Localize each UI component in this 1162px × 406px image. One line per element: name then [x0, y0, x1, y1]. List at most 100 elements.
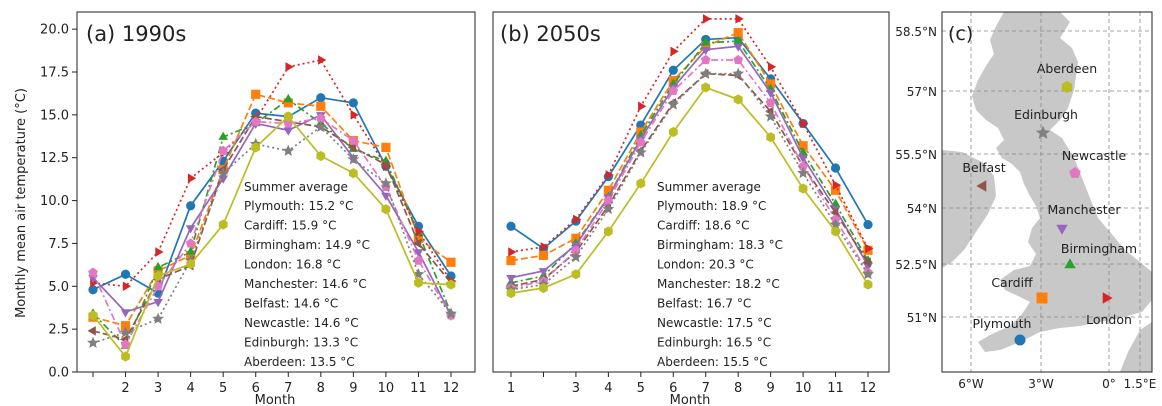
panel-a-point-manchester	[413, 249, 424, 258]
panel-b-point-aberdeen	[701, 82, 711, 93]
panel-a-point-aberdeen	[121, 351, 130, 362]
panel-b-x-tick-label: 10	[795, 381, 812, 396]
panel-a-point-aberdeen	[251, 142, 261, 153]
map-frame	[941, 11, 1153, 373]
panel-b: (b) 2050s 1 3 4 5 6 7 8 9 10 11 12 Summer average …	[492, 11, 890, 406]
map-cities: Aberdeen Edinburgh Belfast Newcastle Manches…	[962, 61, 1137, 346]
panel-b-point-plymouth	[830, 163, 841, 173]
panel-b-series-manchester	[506, 43, 873, 284]
panel-a-axes: 2 3 4 5 6 7 8 9 10 11 12 0.0 2.5 5.0 7.5 10.0 12.5 15.0 17…	[40, 23, 459, 396]
panel-a-series-aberdeen	[88, 111, 456, 362]
panel-a-annotation-title: Summer average	[244, 180, 348, 194]
map-lat-tick-label: 57°N	[907, 85, 937, 99]
panel-b-point-london	[767, 62, 777, 72]
panel-b-x-tick-label: 8	[734, 381, 742, 396]
panel-a-point-edinburgh	[445, 307, 457, 319]
panel-a-point-plymouth	[88, 285, 98, 295]
map-lat-tick-label: 54°N	[907, 202, 937, 216]
panel-b-line-cardiff	[510, 31, 869, 262]
panel-b-point-aberdeen	[668, 126, 678, 138]
panel-a-point-belfast	[380, 159, 389, 170]
panel-b-annotation-line: Manchester: 18.2 °C	[657, 277, 780, 291]
panel-a-x-tick-label: 9	[349, 381, 357, 396]
panel-b-annotation-line: Newcastle: 17.5 °C	[657, 316, 772, 330]
map-marker-manchester	[1056, 224, 1068, 235]
map-city-label-belfast: Belfast	[962, 160, 1005, 175]
panel-a-y-tick-label: 10.0	[40, 194, 69, 209]
panel-b-x-tick-label: 11	[827, 381, 844, 396]
panel-b-series-aberdeen	[506, 82, 873, 299]
panel-b-point-manchester	[798, 155, 808, 164]
panel-a-point-newcastle	[250, 116, 261, 126]
map-city-label-edinburgh: Edinburgh	[1014, 107, 1078, 122]
map-city-label-birmingham: Birmingham	[1061, 241, 1137, 256]
panel-b-point-aberdeen	[539, 282, 548, 294]
panel-b-point-cardiff	[798, 141, 808, 151]
panel-a-point-aberdeen	[186, 258, 195, 270]
panel-b-point-london	[573, 214, 582, 225]
panel-a-annotation-line: Birmingham: 14.9 °C	[244, 238, 370, 252]
panel-a-annotation-line: Aberdeen: 13.5 °C	[244, 355, 355, 369]
continent-landmass	[1120, 322, 1152, 372]
panel-a-point-birmingham	[218, 131, 228, 140]
panel-a-point-plymouth	[186, 201, 196, 211]
panel-a-point-cardiff	[120, 321, 131, 331]
panel-b-line-aberdeen	[510, 86, 869, 294]
panel-b-point-manchester	[538, 268, 549, 277]
panel-b-title: (b) 2050s	[500, 22, 601, 46]
map-marker-plymouth	[1014, 334, 1026, 346]
panel-b-point-london	[865, 243, 874, 254]
panel-b-point-plymouth	[863, 219, 873, 230]
panel-b-point-newcastle	[636, 137, 646, 147]
panel-a-x-tick-label: 12	[443, 381, 460, 396]
panel-a-point-manchester	[185, 225, 196, 234]
panel-b-point-plymouth	[668, 65, 678, 75]
panel-b-annotation-line: London: 20.3 °C	[657, 258, 754, 272]
map-lat-tick-label: 51°N	[907, 311, 937, 325]
panel-b-x-tick-label: 1	[507, 381, 515, 396]
map-lat-tick-label: 58.5°N	[895, 25, 937, 39]
map-gridlines	[942, 12, 1152, 372]
panel-a-point-newcastle	[120, 339, 131, 349]
panel-a-line-manchester	[92, 113, 452, 316]
panel-a-point-birmingham	[283, 93, 294, 103]
panel-b-annotation-line: Birmingham: 18.3 °C	[657, 238, 783, 252]
panel-b-point-london	[703, 14, 712, 24]
panel-a-point-manchester	[283, 127, 294, 136]
panel-a-x-tick-label: 5	[219, 381, 227, 396]
panel-a-x-axis-label: Month	[255, 393, 296, 406]
panel-b-point-belfast	[862, 257, 871, 268]
panel-a-line-cardiff	[92, 93, 452, 327]
panel-a-point-cardiff	[446, 257, 456, 267]
panel-a-point-plymouth	[348, 98, 358, 108]
great-britain-landmass	[972, 12, 1152, 352]
panel-b-point-london	[508, 247, 517, 257]
panel-b-point-aberdeen	[863, 279, 873, 290]
panel-b-axes: 1 3 4 5 6 7 8 9 10 11 12	[507, 372, 876, 396]
panel-a-point-edinburgh	[217, 166, 230, 179]
panel-a-annotation-line: Belfast: 14.6 °C	[244, 297, 338, 311]
panel-b-annotation-line: Edinburgh: 16.5 °C	[657, 336, 771, 350]
panel-a-point-london	[318, 55, 327, 65]
panel-a-point-birmingham	[185, 246, 196, 255]
y-axis-label: Monthly mean air temperature (°C)	[14, 88, 29, 318]
panel-b-point-edinburgh	[699, 67, 712, 79]
panel-a-point-london	[285, 62, 294, 72]
panel-a-point-aberdeen	[283, 111, 293, 122]
panel-a-point-plymouth	[120, 269, 131, 279]
map-marker-newcastle	[1069, 166, 1081, 178]
panel-a-point-cardiff	[316, 101, 326, 111]
panel-b-annotation-title: Summer average	[657, 180, 761, 194]
panel-a-line-aberdeen	[92, 115, 452, 359]
panel-b-frame	[492, 11, 890, 373]
panel-a-x-tick-label: 11	[410, 381, 427, 396]
map-lon-tick-label: 6°W	[958, 377, 984, 391]
panel-a-point-london	[122, 281, 132, 292]
panel-a-point-edinburgh	[87, 336, 99, 348]
panel-a-annotation: Plymouth: 15.2 °C Cardiff: 15.9 °C Birming…	[244, 199, 370, 369]
panel-a-x-tick-label: 4	[186, 381, 194, 396]
map-marker-aberdeen	[1061, 81, 1073, 93]
panel-b-x-tick-label: 9	[766, 381, 774, 396]
panel-a-series	[87, 55, 457, 362]
